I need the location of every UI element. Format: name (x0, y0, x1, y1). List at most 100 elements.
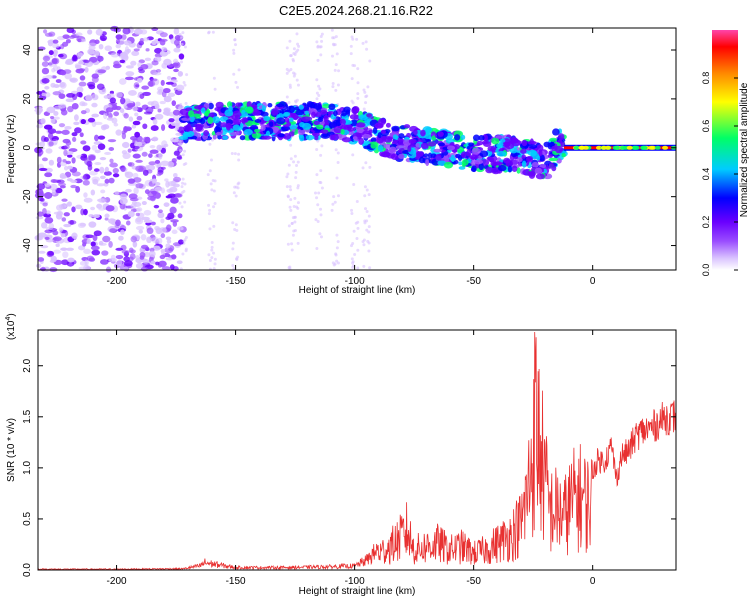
streak-speckle (179, 148, 183, 152)
noise-speckle (44, 85, 50, 90)
streak-speckle (182, 80, 186, 84)
band-speckle (235, 102, 242, 108)
y-tick-label: 0.0 (22, 563, 33, 577)
streak-speckle (336, 151, 340, 155)
noise-speckle (43, 124, 53, 130)
band-speckle (522, 169, 531, 176)
noise-speckle (120, 97, 126, 105)
noise-speckle (42, 55, 51, 62)
noise-speckle (87, 48, 95, 55)
x-tick-label: -100 (345, 576, 365, 587)
band-speckle (314, 135, 319, 141)
band-speckle (199, 118, 206, 125)
band-speckle (328, 103, 336, 111)
noise-speckle (77, 52, 84, 57)
noise-speckle (53, 116, 60, 120)
noise-speckle (41, 61, 49, 67)
band-speckle (516, 157, 523, 163)
coherent-speck (579, 145, 586, 150)
noise-speckle (90, 206, 96, 211)
band-speckle (305, 134, 314, 141)
noise-speckle (94, 39, 100, 45)
streak-speckle (293, 53, 297, 57)
streak-speckle (209, 182, 213, 186)
streak-speckle (289, 54, 293, 58)
band-speckle (474, 159, 484, 165)
noise-speckle (177, 213, 183, 219)
noise-speckle (104, 151, 112, 156)
y-tick-label: 2.0 (22, 358, 33, 372)
streak-speckle (316, 139, 320, 143)
noise-speckle (154, 47, 163, 54)
noise-speckle (100, 124, 107, 131)
noise-speckle (176, 260, 183, 265)
band-speckle (558, 133, 565, 141)
streak-speckle (354, 221, 358, 225)
band-speckle (539, 154, 545, 162)
streak-speckle (351, 241, 355, 245)
noise-speckle (170, 79, 178, 83)
band-speckle (454, 134, 461, 141)
noise-speckle (87, 29, 93, 35)
streak-speckle (365, 47, 369, 51)
noise-speckle (91, 102, 98, 108)
band-speckle (386, 136, 393, 141)
band-speckle (535, 173, 545, 180)
streak-speckle (232, 51, 236, 55)
noise-speckle (92, 234, 98, 242)
x-tick-label: 0 (590, 576, 596, 587)
streak-speckle (292, 47, 296, 51)
noise-speckle (174, 193, 183, 198)
noise-speckle (43, 29, 48, 34)
noise-speckle (122, 27, 131, 35)
noise-speckle (134, 131, 141, 138)
coherent-speck (600, 145, 607, 150)
band-speckle (349, 114, 360, 120)
streak-speckle (237, 181, 241, 185)
band-speckle (382, 135, 387, 140)
band-speckle (263, 115, 271, 122)
streak-speckle (287, 100, 291, 104)
noise-speckle (131, 50, 140, 57)
noise-speckle (79, 101, 86, 107)
noise-speckle (170, 180, 177, 187)
streak-speckle (317, 84, 321, 88)
noise-speckle (132, 172, 139, 179)
noise-speckle (90, 241, 96, 247)
streak-speckle (289, 208, 293, 212)
band-speckle (547, 153, 553, 158)
band-speckle (511, 138, 519, 144)
noise-speckle (166, 75, 172, 80)
streak-speckle (231, 241, 235, 245)
band-speckle (458, 161, 463, 166)
noise-speckle (133, 28, 143, 35)
streak-speckle (368, 59, 372, 63)
band-speckle (377, 144, 384, 153)
noise-speckle (100, 259, 109, 265)
streak-speckle (352, 229, 356, 233)
streak-speckle (356, 266, 360, 270)
noise-speckle (142, 123, 148, 130)
streak-speckle (363, 185, 367, 189)
streak-speckle (365, 228, 369, 232)
streak-speckle (207, 212, 211, 216)
noise-speckle (151, 178, 157, 184)
band-speckle (260, 125, 266, 131)
streak-speckle (367, 249, 371, 253)
band-speckle (479, 150, 489, 158)
band-speckle (418, 157, 426, 164)
noise-speckle (83, 248, 92, 254)
band-speckle (461, 151, 467, 159)
spectrogram-frame (37, 27, 677, 271)
noise-speckle (128, 116, 134, 122)
snr-marks (37, 331, 677, 571)
noise-speckle (56, 156, 62, 164)
noise-speckle (67, 165, 73, 170)
noise-speckle (152, 72, 162, 76)
noise-speckle (67, 257, 75, 263)
noise-speckle (161, 90, 167, 98)
streak-speckle (208, 208, 212, 212)
streak-speckle (353, 253, 357, 257)
streak-speckle (232, 267, 236, 271)
noise-speckle (123, 260, 133, 267)
